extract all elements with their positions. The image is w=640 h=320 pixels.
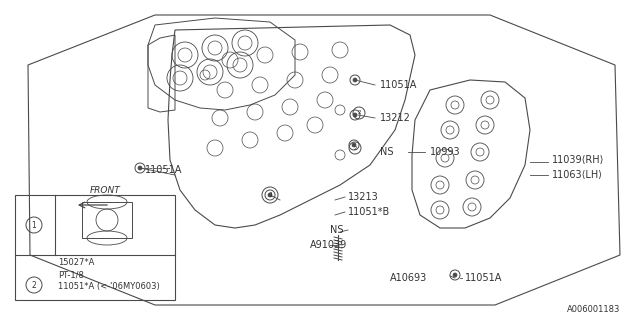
Text: NS: NS <box>380 147 394 157</box>
Text: 11051*A (<-'06MY0603): 11051*A (<-'06MY0603) <box>58 283 160 292</box>
Text: 11051A: 11051A <box>380 80 417 90</box>
Text: 2: 2 <box>353 146 356 150</box>
Text: A10693: A10693 <box>390 273 428 283</box>
Bar <box>82 202 132 238</box>
Text: 11051*B: 11051*B <box>348 207 390 217</box>
Text: 11051A: 11051A <box>465 273 502 283</box>
Text: A006001183: A006001183 <box>566 305 620 314</box>
Text: 1: 1 <box>268 192 272 198</box>
Text: 13213: 13213 <box>348 192 379 202</box>
Text: 11051A: 11051A <box>145 165 182 175</box>
Text: A91039: A91039 <box>310 240 348 250</box>
Text: 15027*A: 15027*A <box>58 258 94 267</box>
Circle shape <box>353 78 357 82</box>
Circle shape <box>268 193 272 197</box>
Text: PT-1/8: PT-1/8 <box>58 270 84 279</box>
Circle shape <box>453 273 457 277</box>
Text: 13212: 13212 <box>380 113 411 123</box>
Bar <box>15 195 175 300</box>
Text: 2: 2 <box>357 110 361 116</box>
Text: FRONT: FRONT <box>90 186 120 195</box>
Circle shape <box>353 113 357 117</box>
Text: NS: NS <box>330 225 344 235</box>
Text: 1: 1 <box>31 220 36 229</box>
Text: 10993: 10993 <box>430 147 461 157</box>
Circle shape <box>352 143 356 147</box>
Circle shape <box>138 166 142 170</box>
Text: 2: 2 <box>31 281 36 290</box>
Text: 11063⟨LH⟩: 11063⟨LH⟩ <box>552 170 603 180</box>
Text: 11039⟨RH⟩: 11039⟨RH⟩ <box>552 155 604 165</box>
